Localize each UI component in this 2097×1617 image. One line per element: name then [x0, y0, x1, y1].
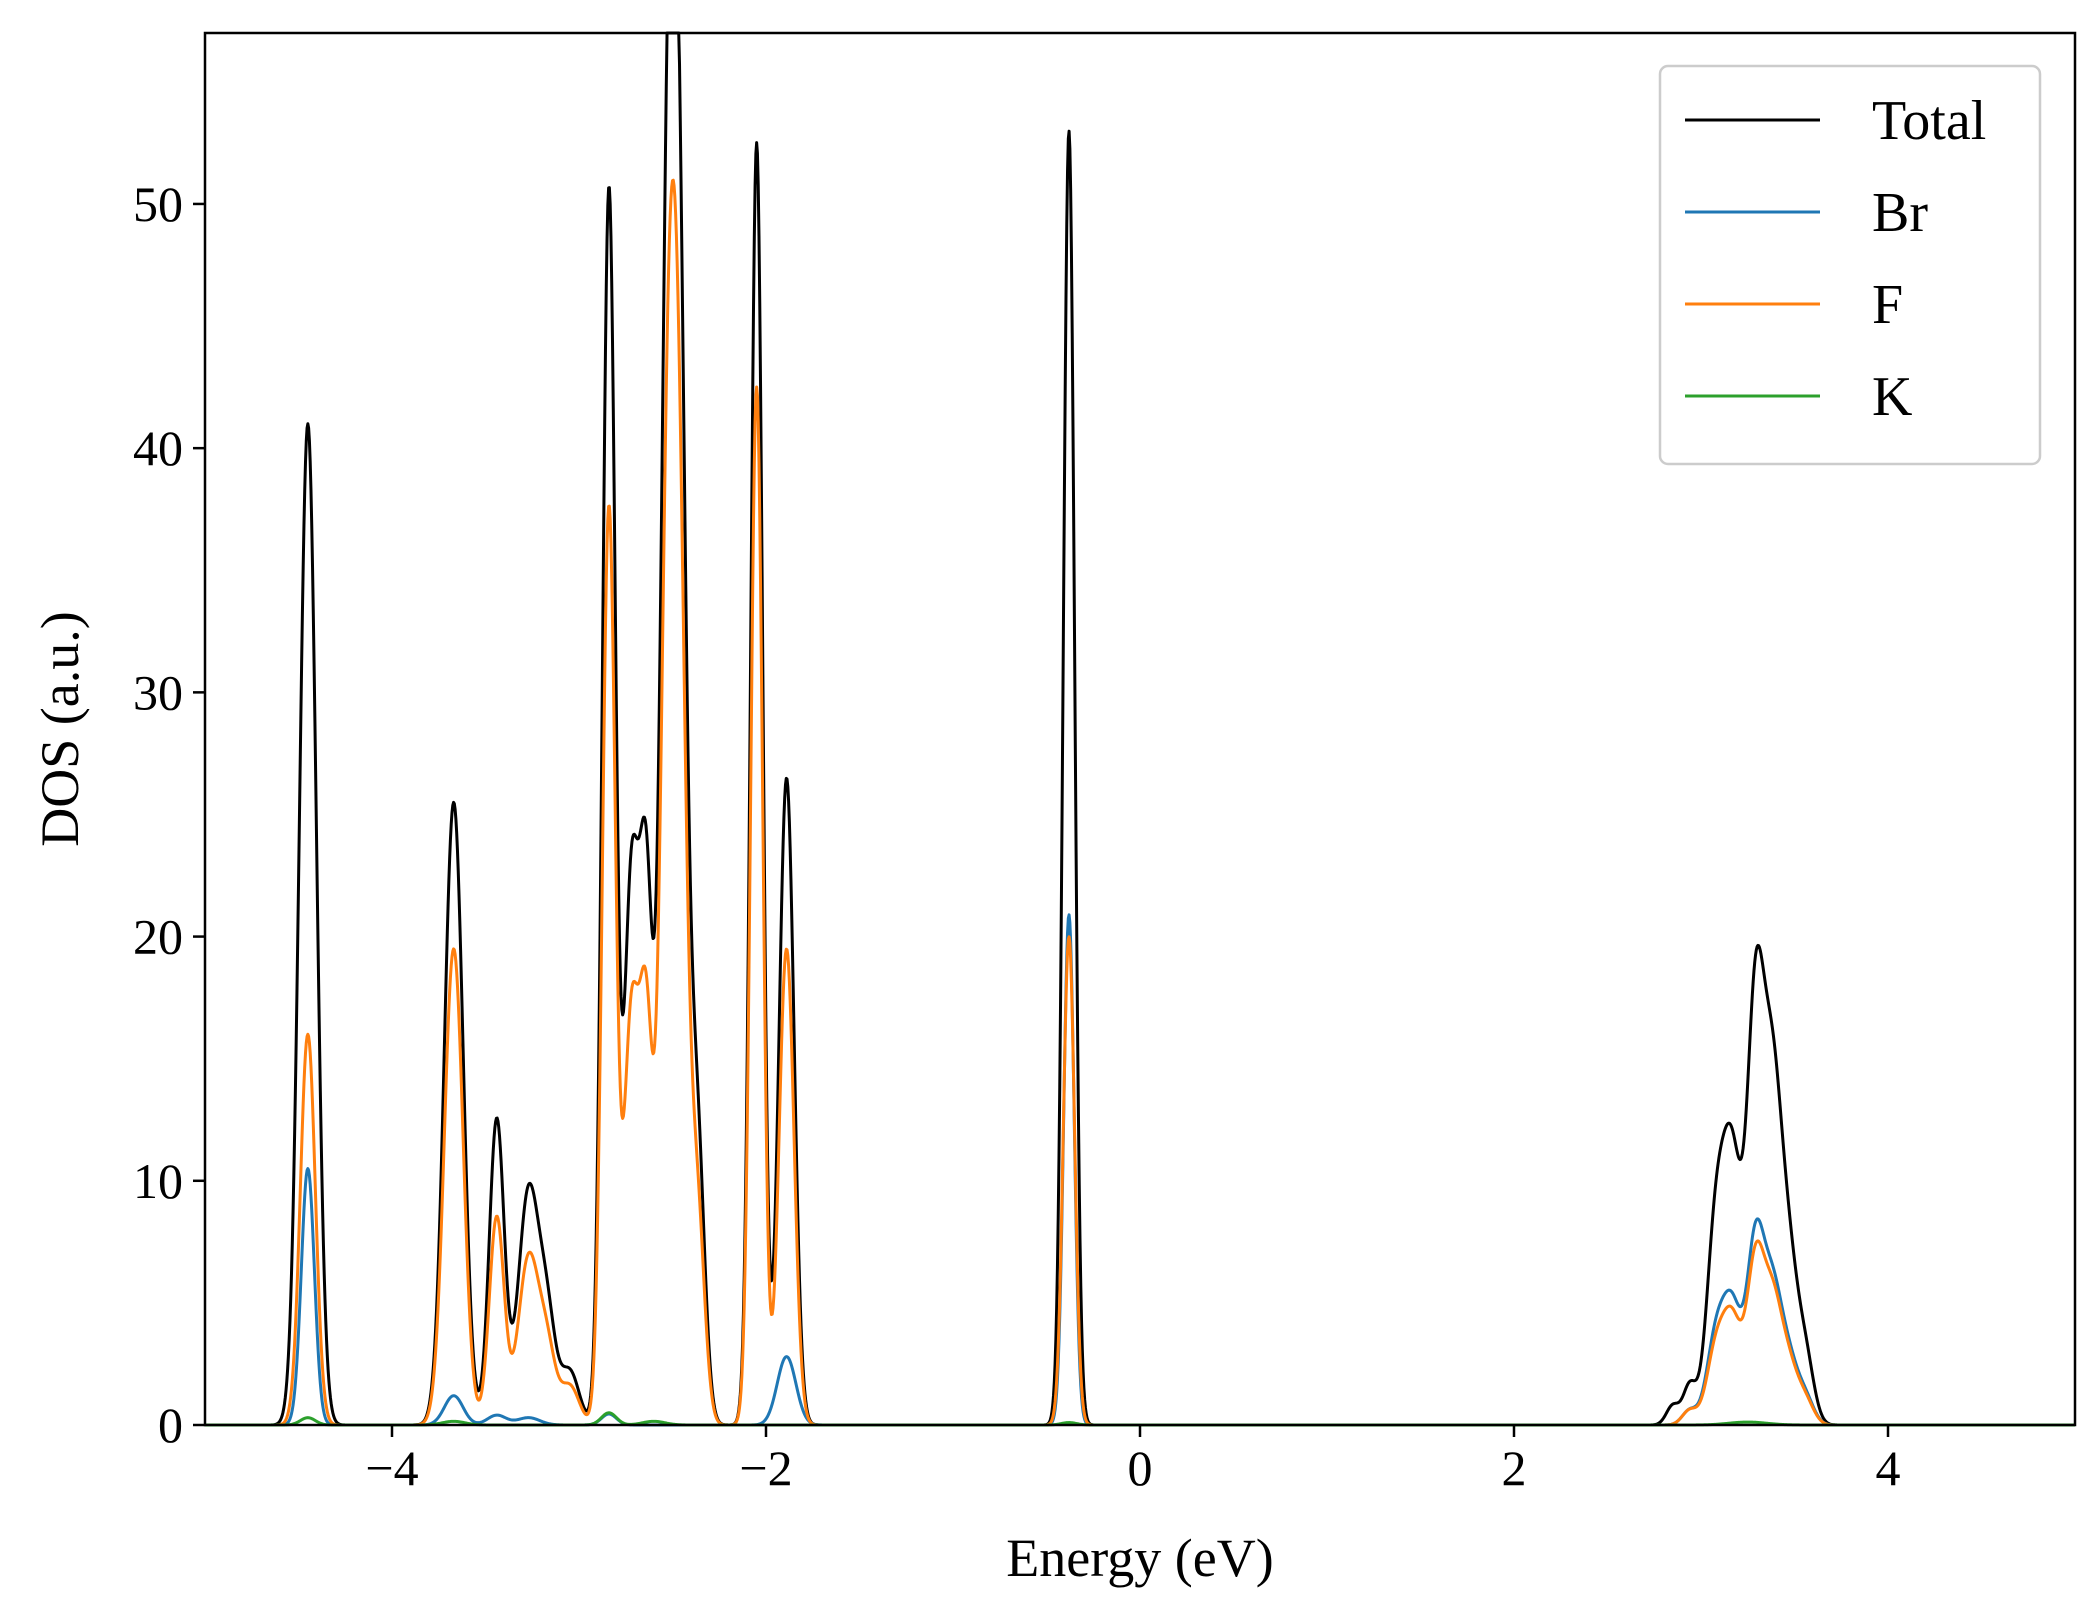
x-tick-label: 0 — [1128, 1440, 1153, 1496]
x-tick-label: −2 — [739, 1440, 792, 1496]
y-tick-label: 0 — [158, 1397, 183, 1453]
y-tick-label: 40 — [133, 420, 183, 476]
x-tick-label: 4 — [1876, 1440, 1901, 1496]
x-tick-label: −4 — [365, 1440, 418, 1496]
legend-label-f: F — [1872, 274, 1903, 336]
legend-label-k: K — [1872, 366, 1912, 428]
x-axis-title: Energy (eV) — [1006, 1528, 1273, 1588]
y-axis-title: DOS (a.u.) — [30, 611, 90, 846]
x-tick-label: 2 — [1502, 1440, 1527, 1496]
legend: Total Br FK — [1658, 64, 2042, 466]
legend-label-total: Total — [1872, 90, 1986, 152]
legend-box — [1658, 64, 2042, 466]
y-axis: 0 10 20 30 40 50 — [133, 176, 205, 1453]
y-tick-label: 30 — [133, 664, 183, 720]
x-axis: −4 −2 0 2 4 — [365, 1425, 1901, 1496]
y-tick-label: 10 — [133, 1153, 183, 1209]
y-tick-label: 50 — [133, 176, 183, 232]
legend-label-br: Br — [1872, 182, 1928, 244]
y-tick-label: 20 — [133, 909, 183, 965]
